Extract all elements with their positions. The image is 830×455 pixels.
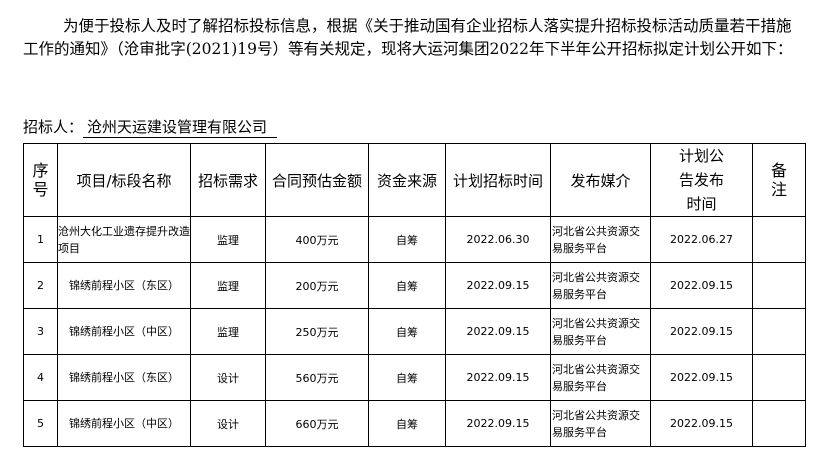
table-row: 4 锦绣前程小区（东区） 设计 560万元 自筹 2022.09.15 河北省公共资源交易服… bbox=[23, 354, 806, 401]
header-amount: 合同预估金额 bbox=[265, 143, 369, 217]
cell-media: 河北省公共资源交易服务平台 bbox=[550, 354, 651, 401]
header-media: 发布媒介 bbox=[550, 143, 651, 217]
header-plan-time: 计划招标时间 bbox=[445, 143, 551, 217]
cell-fund: 自筹 bbox=[368, 354, 446, 401]
cell-plan: 2022.09.15 bbox=[445, 262, 551, 309]
cell-name: 锦绣前程小区（中区） bbox=[57, 400, 191, 447]
cell-name: 沧州大化工业遗存提升改造项目 bbox=[57, 216, 191, 263]
cell-plan: 2022.06.30 bbox=[445, 216, 551, 263]
cell-notice: 2022.09.15 bbox=[650, 354, 753, 401]
cell-amount: 200万元 bbox=[265, 262, 369, 309]
cell-fund: 自筹 bbox=[368, 308, 446, 355]
header-remark: 备注 bbox=[752, 143, 806, 217]
table-row: 2 锦绣前程小区（东区） 监理 200万元 自筹 2022.09.15 河北省公共资源交易服… bbox=[23, 262, 806, 309]
cell-remark bbox=[752, 400, 806, 447]
cell-amount: 400万元 bbox=[265, 216, 369, 263]
cell-plan: 2022.09.15 bbox=[445, 308, 551, 355]
cell-remark bbox=[752, 262, 806, 309]
table-row: 3 锦绣前程小区（中区） 监理 250万元 自筹 2022.09.15 河北省公共资源交易服… bbox=[23, 308, 806, 355]
cell-need: 监理 bbox=[190, 262, 266, 309]
cell-media: 河北省公共资源交易服务平台 bbox=[550, 262, 651, 309]
cell-amount: 560万元 bbox=[265, 354, 369, 401]
cell-notice: 2022.09.15 bbox=[650, 262, 753, 309]
header-need: 招标需求 bbox=[190, 143, 266, 217]
intro-paragraph: 为便于投标人及时了解招标投标信息，根据《关于推动国有企业招标人落实提升招标投标活… bbox=[23, 17, 793, 58]
cell-name: 锦绣前程小区（东区） bbox=[57, 262, 191, 309]
cell-need: 设计 bbox=[190, 354, 266, 401]
cell-no: 2 bbox=[23, 262, 58, 309]
cell-media: 河北省公共资源交易服务平台 bbox=[550, 216, 651, 263]
cell-plan: 2022.09.15 bbox=[445, 400, 551, 447]
cell-plan: 2022.09.15 bbox=[445, 354, 551, 401]
cell-remark bbox=[752, 354, 806, 401]
cell-name: 锦绣前程小区（东区） bbox=[57, 354, 191, 401]
tenderer-name: 沧州天运建设管理有限公司 bbox=[83, 116, 278, 138]
header-no: 序号 bbox=[23, 143, 58, 217]
cell-name: 锦绣前程小区（中区） bbox=[57, 308, 191, 355]
cell-need: 设计 bbox=[190, 400, 266, 447]
cell-remark bbox=[752, 216, 806, 263]
table-row: 1 沧州大化工业遗存提升改造项目 监理 400万元 自筹 2022.06.30 河北省公共资… bbox=[23, 216, 806, 263]
cell-media: 河北省公共资源交易服务平台 bbox=[550, 400, 651, 447]
cell-no: 3 bbox=[23, 308, 58, 355]
cell-notice: 2022.09.15 bbox=[650, 308, 753, 355]
cell-no: 4 bbox=[23, 354, 58, 401]
cell-need: 监理 bbox=[190, 216, 266, 263]
header-fund: 资金来源 bbox=[368, 143, 446, 217]
cell-no: 5 bbox=[23, 400, 58, 447]
cell-no: 1 bbox=[23, 216, 58, 263]
bidding-plan-table: 序号 项目/标段名称 招标需求 合同预估金额 资金来源 计划招标时间 发布媒介 … bbox=[23, 143, 806, 447]
cell-amount: 660万元 bbox=[265, 400, 369, 447]
cell-notice: 2022.09.15 bbox=[650, 400, 753, 447]
cell-remark bbox=[752, 308, 806, 355]
table-row: 5 锦绣前程小区（中区） 设计 660万元 自筹 2022.09.15 河北省公共资源交易服… bbox=[23, 400, 806, 447]
tenderer-label: 招标人： bbox=[23, 118, 84, 136]
header-notice-time: 计划公告发布时间 bbox=[650, 143, 753, 217]
cell-amount: 250万元 bbox=[265, 308, 369, 355]
cell-notice: 2022.06.27 bbox=[650, 216, 753, 263]
table-header-row: 序号 项目/标段名称 招标需求 合同预估金额 资金来源 计划招标时间 发布媒介 … bbox=[23, 143, 806, 217]
cell-fund: 自筹 bbox=[368, 216, 446, 263]
cell-fund: 自筹 bbox=[368, 262, 446, 309]
cell-need: 监理 bbox=[190, 308, 266, 355]
header-name: 项目/标段名称 bbox=[57, 143, 191, 217]
cell-fund: 自筹 bbox=[368, 400, 446, 447]
tenderer-line: 招标人： 沧州天运建设管理有限公司 bbox=[23, 116, 278, 138]
cell-media: 河北省公共资源交易服务平台 bbox=[550, 308, 651, 355]
